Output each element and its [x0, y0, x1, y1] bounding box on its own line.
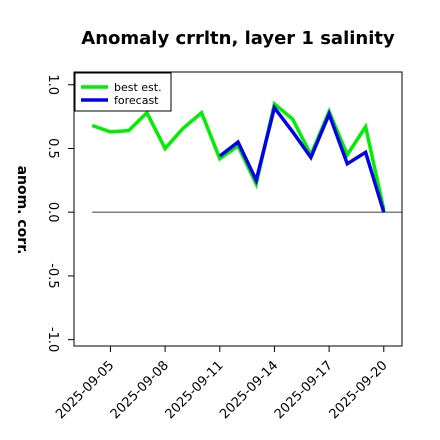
legend-label: best est. [114, 81, 162, 94]
legend-box [74, 72, 172, 112]
y-axis-label: anom. corr. [14, 166, 30, 255]
y-tick-label: -1.0 [45, 327, 60, 352]
chart-title: Anomaly crrltn, layer 1 salinity [81, 28, 395, 49]
y-tick-label: -0.5 [45, 263, 60, 288]
y-tick-label: 1.0 [45, 74, 60, 95]
y-tick-label: 0.0 [45, 202, 60, 223]
y-tick-label: 0.5 [45, 138, 60, 159]
series-layer [91, 100, 386, 213]
legend-label: forecast [114, 94, 159, 107]
plot-frame [73, 71, 403, 347]
legend: best est.forecast [74, 72, 172, 112]
y-axis: -1.0 -0.5 0.0 0.5 1.0 [45, 74, 74, 352]
series-line-forecast [218, 103, 386, 213]
